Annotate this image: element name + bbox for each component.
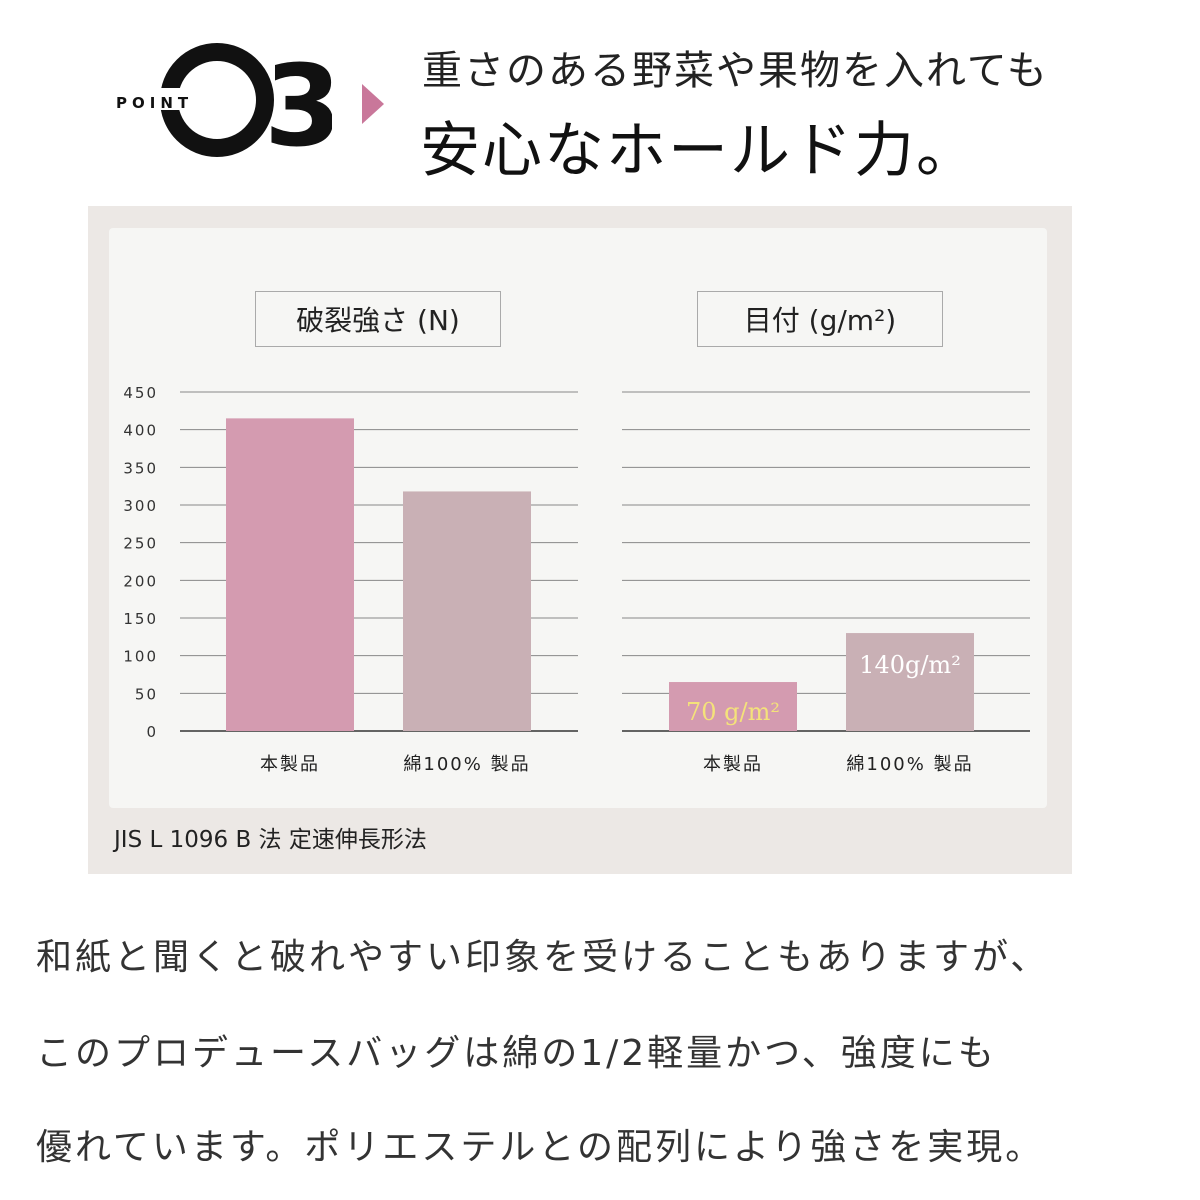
category-label: 本製品 [703, 754, 763, 775]
y-tick-label: 150 [123, 610, 158, 628]
point-badge: 3 POINT [112, 40, 342, 172]
chart-title-strength: 破裂強さ (N) [255, 291, 501, 347]
bar-strength [403, 491, 531, 731]
y-tick-label: 0 [146, 723, 158, 741]
y-tick-label: 400 [123, 422, 158, 440]
bar-weight [846, 633, 974, 731]
data-label: 70 g/m² [686, 698, 780, 726]
test-method-footnote: JIS L 1096 B 法 定速伸長形法 [114, 827, 427, 853]
y-tick-label: 350 [123, 459, 158, 477]
arrow-right-icon [362, 84, 384, 124]
bar-strength [226, 418, 354, 731]
bar-weight [669, 682, 797, 731]
y-tick-label: 200 [123, 572, 158, 590]
category-label: 本製品 [260, 754, 320, 775]
point-number-digit: 3 [264, 42, 332, 170]
headline-subtitle: 重さのある野菜や果物を入れても [422, 48, 1049, 94]
y-tick-label: 450 [123, 384, 158, 402]
body-text-line-3: 優れています。ポリエステルとの配列により強さを実現。 [36, 1127, 1045, 1168]
headline-title: 安心なホールド力。 [420, 116, 978, 186]
category-label: 綿100% 製品 [403, 754, 530, 775]
y-tick-label: 300 [123, 497, 158, 515]
y-tick-label: 250 [123, 535, 158, 553]
data-label: 140g/m² [859, 651, 961, 679]
point-label: POINT [116, 94, 194, 112]
category-label: 綿100% 製品 [846, 754, 973, 775]
y-tick-label: 100 [123, 648, 158, 666]
body-text-line-1: 和紙と聞くと破れやすい印象を受けることもありますが、 [36, 937, 1050, 978]
chart-title-weight: 目付 (g/m²) [697, 291, 943, 347]
y-tick-label: 50 [135, 685, 158, 703]
point-03-logo: 3 [112, 42, 342, 172]
body-text-line-2: このプロデュースバッグは綿の1/2軽量かつ、強度にも [36, 1033, 997, 1074]
